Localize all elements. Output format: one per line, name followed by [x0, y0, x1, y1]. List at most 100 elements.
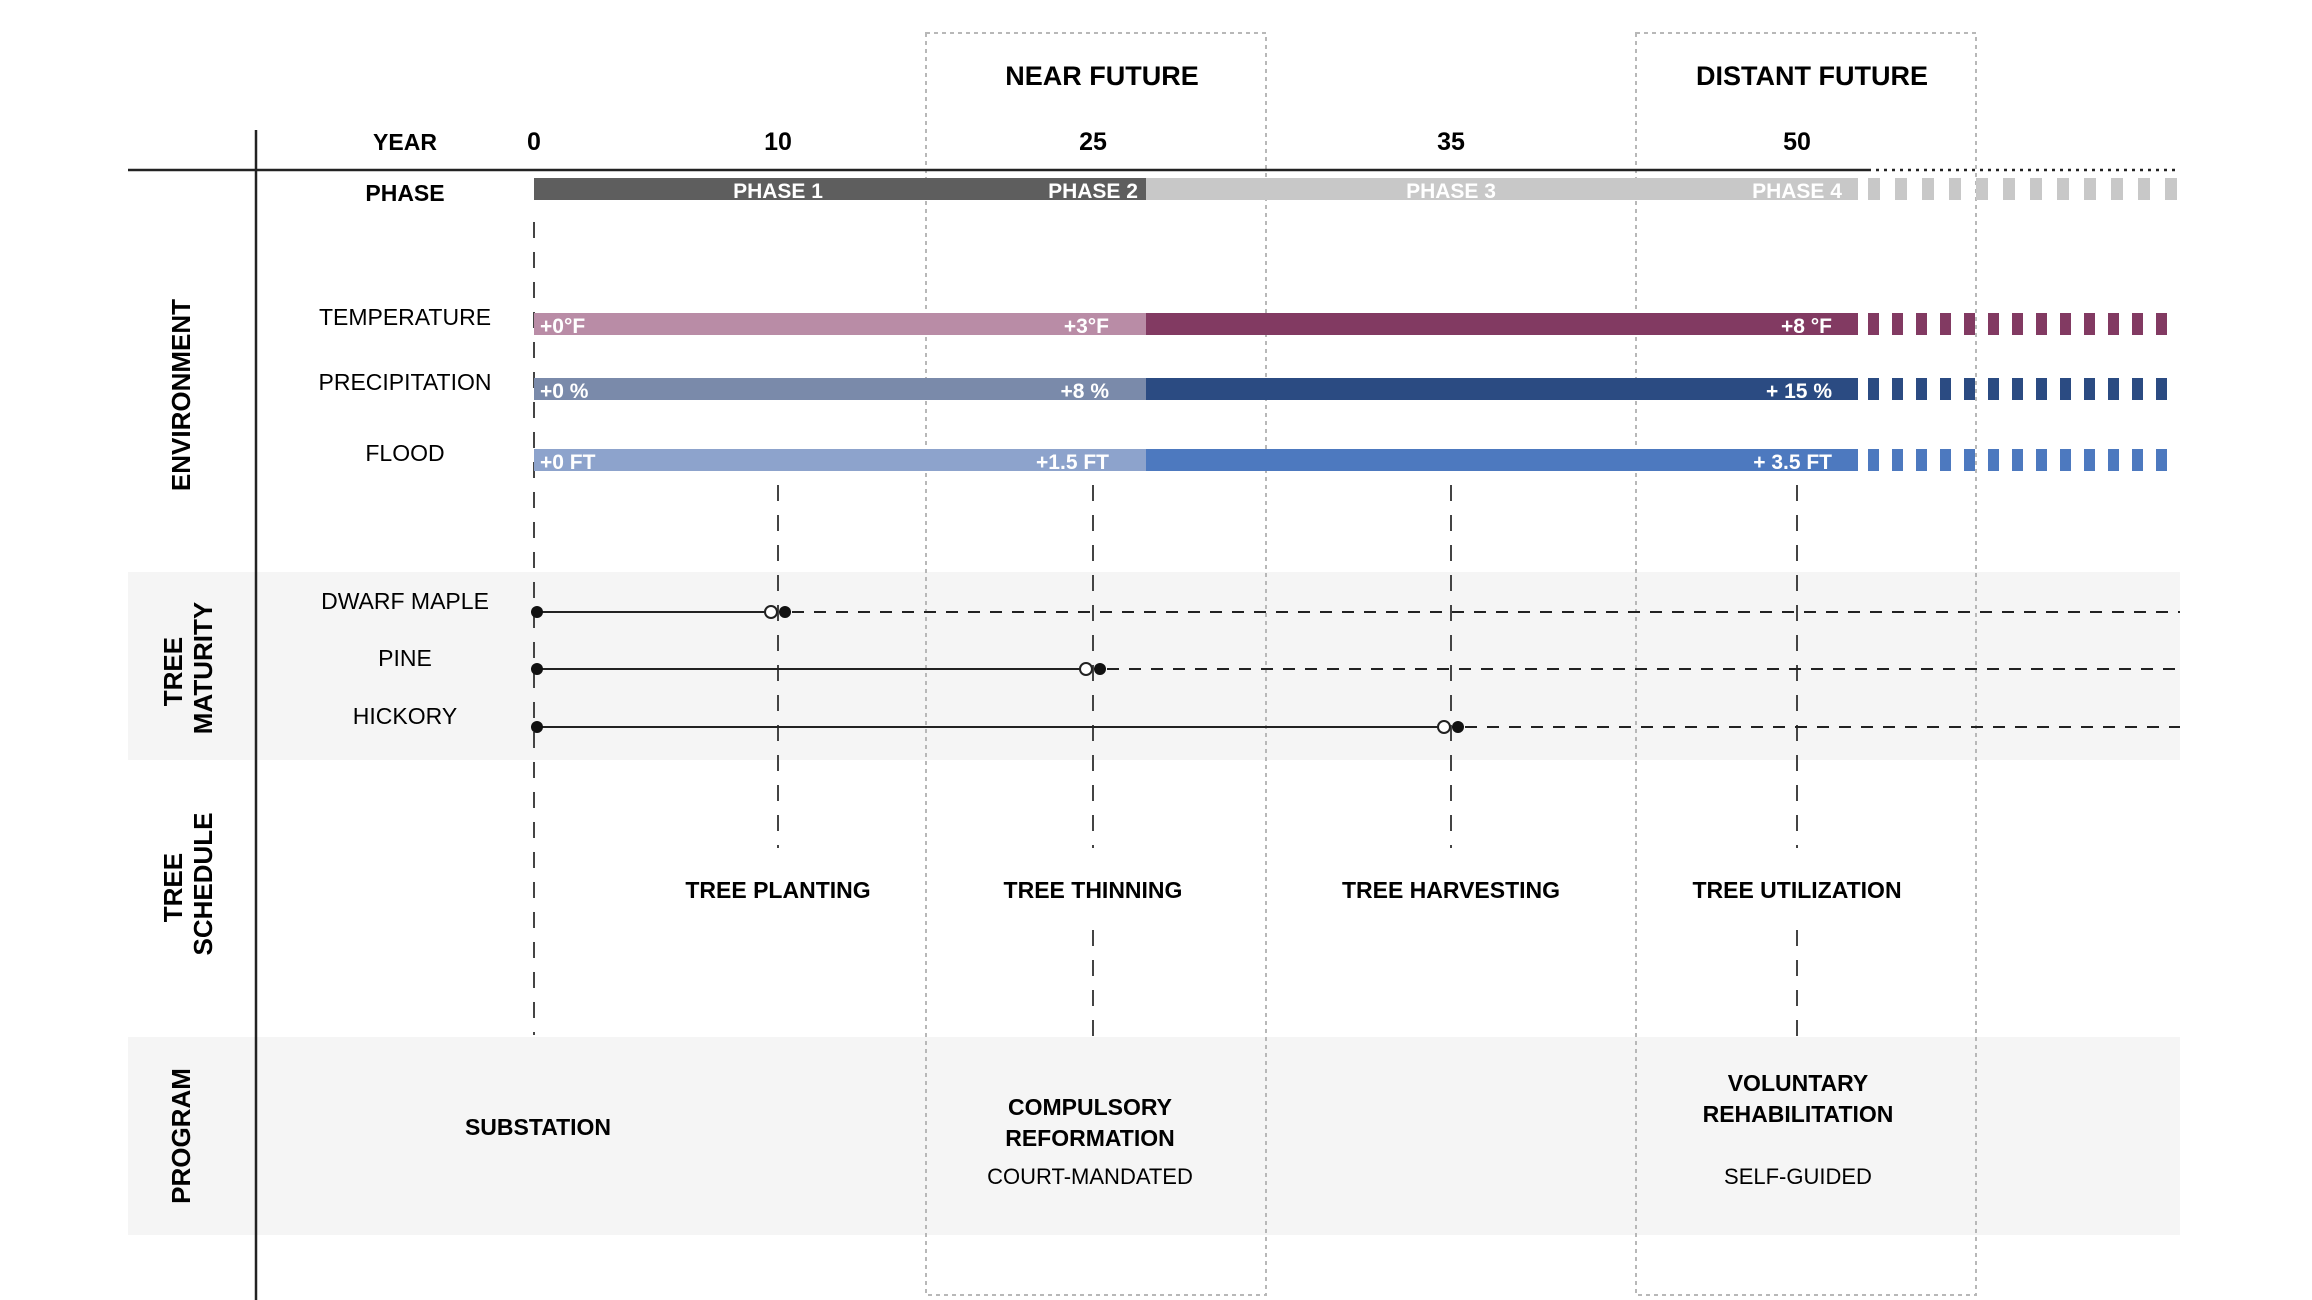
- env-dash: [1916, 313, 1927, 335]
- env-dash: [1868, 313, 1879, 335]
- env-value-2-1: +1.5 FT: [1036, 451, 1109, 474]
- env-label-2: FLOOD: [365, 440, 444, 466]
- env-bar-dark-1: [1146, 378, 1858, 400]
- year-tick-35: 35: [1437, 128, 1465, 156]
- env-dash: [1940, 378, 1951, 400]
- env-dash: [2012, 313, 2023, 335]
- env-dash: [2060, 378, 2071, 400]
- env-bar-light-2: [534, 449, 1146, 471]
- phase-label-4: PHASE 4: [1752, 180, 1842, 203]
- tree-schedule-labels: TREE PLANTING TREE THINNING TREE HARVESTIN…: [685, 877, 1901, 903]
- tree-schedule-label-line2: SCHEDULE: [188, 812, 218, 955]
- phase-label-3: PHASE 3: [1406, 180, 1496, 203]
- phase-dash: [2003, 178, 2015, 200]
- environment-section-label: ENVIRONMENT: [166, 299, 196, 491]
- maturity-open-dot-2: [1437, 720, 1451, 734]
- env-dash: [1892, 449, 1903, 471]
- env-label-1: PRECIPITATION: [319, 369, 492, 395]
- tree-maturity-rows: DWARF MAPLE PINE HICKORY: [321, 588, 2180, 734]
- env-dash: [1940, 449, 1951, 471]
- env-value-1-2: + 15 %: [1766, 380, 1832, 403]
- tree-maturity-label-line1: TREE: [158, 637, 188, 706]
- maturity-mature-dot-0: [779, 606, 791, 618]
- env-dash: [1988, 313, 1999, 335]
- env-dash: [2132, 378, 2143, 400]
- tree-schedule-section-label: TREE SCHEDULE: [158, 812, 218, 955]
- env-dash: [1988, 378, 1999, 400]
- env-dash: [2108, 313, 2119, 335]
- phase-dash: [1922, 178, 1934, 200]
- maturity-label-2: HICKORY: [353, 703, 457, 729]
- environment-rows: TEMPERATURE +0°F +3°F +8 °F PRECIPITATION +0 …: [319, 304, 2167, 474]
- env-value-1-1: +8 %: [1061, 380, 1110, 403]
- env-dash: [2036, 313, 2047, 335]
- env-dash: [1916, 449, 1927, 471]
- tree-maturity-label-line2: MATURITY: [188, 602, 218, 734]
- env-dash: [2060, 449, 2071, 471]
- env-value-0-2: +8 °F: [1781, 315, 1832, 338]
- env-dash: [1916, 378, 1927, 400]
- program-substation: SUBSTATION: [465, 1114, 611, 1140]
- maturity-start-dot-0: [531, 606, 543, 618]
- env-dash: [2156, 313, 2167, 335]
- phase-label-1: PHASE 1: [733, 180, 823, 203]
- phase-bar-3: [1146, 178, 1500, 200]
- near-future-title: NEAR FUTURE: [1005, 61, 1199, 91]
- env-dash: [2156, 378, 2167, 400]
- program-compulsory-sub: COURT-MANDATED: [987, 1164, 1193, 1189]
- env-dash: [2156, 449, 2167, 471]
- env-value-0-1: +3°F: [1064, 315, 1109, 338]
- maturity-mature-dot-2: [1452, 721, 1464, 733]
- phase-bar-1: [534, 178, 926, 200]
- program-voluntary-line2: REHABILITATION: [1703, 1101, 1894, 1127]
- env-dash: [2012, 378, 2023, 400]
- year-tick-0: 0: [527, 128, 541, 156]
- env-dash: [1892, 378, 1903, 400]
- year-tick-25: 25: [1079, 128, 1107, 156]
- env-dash: [2108, 378, 2119, 400]
- maturity-start-dot-1: [531, 663, 543, 675]
- env-value-1-0: +0 %: [540, 380, 589, 403]
- env-dash: [2084, 313, 2095, 335]
- year-tick-50: 50: [1783, 128, 1811, 156]
- env-dash: [1988, 449, 1999, 471]
- phase-dash: [2138, 178, 2150, 200]
- maturity-open-dot-1: [1079, 662, 1093, 676]
- phase-label: PHASE: [365, 180, 444, 206]
- env-value-0-0: +0°F: [540, 315, 585, 338]
- env-dash: [1868, 378, 1879, 400]
- program-band: [128, 1037, 2180, 1235]
- phase-bar-4: [1500, 178, 1858, 200]
- year-guide-lines: [533, 222, 1798, 1040]
- distant-future-frame: [1635, 32, 1977, 1296]
- env-dash: [2084, 378, 2095, 400]
- phase-dash: [2084, 178, 2096, 200]
- program-voluntary-line1: VOLUNTARY: [1728, 1070, 1869, 1096]
- env-dash: [1868, 449, 1879, 471]
- schedule-label-1: TREE THINNING: [1004, 877, 1183, 903]
- env-dash: [1964, 313, 1975, 335]
- phase-dash: [2030, 178, 2042, 200]
- phase-dash: [1949, 178, 1961, 200]
- env-bar-dark-2: [1146, 449, 1858, 471]
- maturity-open-dot-0: [764, 605, 778, 619]
- program-voluntary-sub: SELF-GUIDED: [1724, 1164, 1872, 1189]
- phase-dash: [1868, 178, 1880, 200]
- env-dash: [1940, 313, 1951, 335]
- year-tick-10: 10: [764, 128, 792, 156]
- maturity-label-0: DWARF MAPLE: [321, 588, 489, 614]
- maturity-mature-dot-1: [1094, 663, 1106, 675]
- distant-future-title: DISTANT FUTURE: [1696, 61, 1928, 91]
- env-dash: [2036, 449, 2047, 471]
- phase-dash: [2057, 178, 2069, 200]
- env-bar-light-1: [534, 378, 1146, 400]
- year-ticks: 0 10 25 35 50: [527, 128, 1811, 156]
- phase-bar-2: [926, 178, 1146, 200]
- phase-bars: PHASE 1 PHASE 2 PHASE 3 PHASE 4: [534, 178, 2177, 203]
- phase-dash: [1976, 178, 1988, 200]
- schedule-label-0: TREE PLANTING: [685, 877, 870, 903]
- env-dash: [2060, 313, 2071, 335]
- near-future-frame: [925, 32, 1267, 1296]
- schedule-label-3: TREE UTILIZATION: [1692, 877, 1901, 903]
